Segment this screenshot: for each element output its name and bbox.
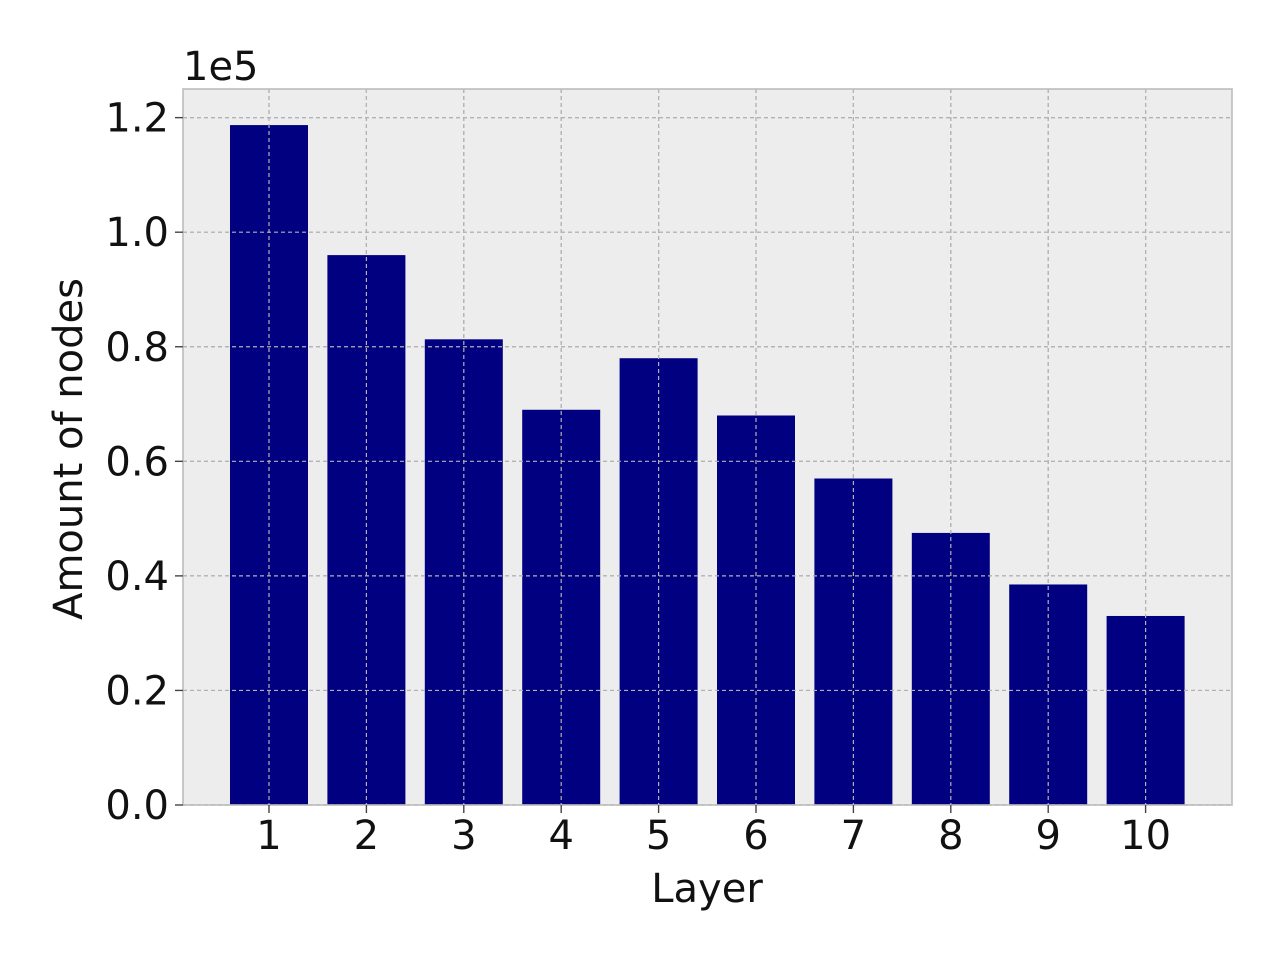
x-tick-label: 6 xyxy=(743,813,768,859)
x-tick-label: 2 xyxy=(354,813,379,859)
y-tick-label: 0.8 xyxy=(105,325,169,371)
y-tick-label: 1.0 xyxy=(105,210,169,256)
x-tick-label: 8 xyxy=(938,813,963,859)
x-tick-label: 1 xyxy=(256,813,281,859)
plot-frame xyxy=(182,88,1233,806)
x-tick-label: 3 xyxy=(451,813,476,859)
x-tick-label: 10 xyxy=(1120,813,1171,859)
y-tick-label: 1.2 xyxy=(105,96,169,142)
x-tick-label: 7 xyxy=(841,813,866,859)
bar-layer-10 xyxy=(1106,615,1185,805)
y-tick-label: 0.0 xyxy=(105,783,169,829)
y-offset-text: 1e5 xyxy=(183,44,259,90)
y-tick-labels: 0.0 0.2 0.4 0.6 0.8 1.0 1.2 xyxy=(105,96,183,829)
x-tick-labels: 1 2 3 4 5 6 7 8 9 10 xyxy=(256,805,1171,859)
y-tick-label: 0.6 xyxy=(105,439,169,485)
y-tick-label: 0.2 xyxy=(105,668,169,714)
x-tick-label: 5 xyxy=(646,813,671,859)
x-tick-label: 4 xyxy=(548,813,573,859)
y-tick-label: 0.4 xyxy=(105,554,169,600)
grid-overlay xyxy=(183,89,1232,806)
bar-layer-8 xyxy=(911,532,990,805)
x-tick-label: 9 xyxy=(1035,813,1060,859)
x-axis-label: Layer xyxy=(651,866,763,912)
bar-layer-1 xyxy=(230,125,308,805)
y-axis-label: Amount of nodes xyxy=(46,278,92,620)
